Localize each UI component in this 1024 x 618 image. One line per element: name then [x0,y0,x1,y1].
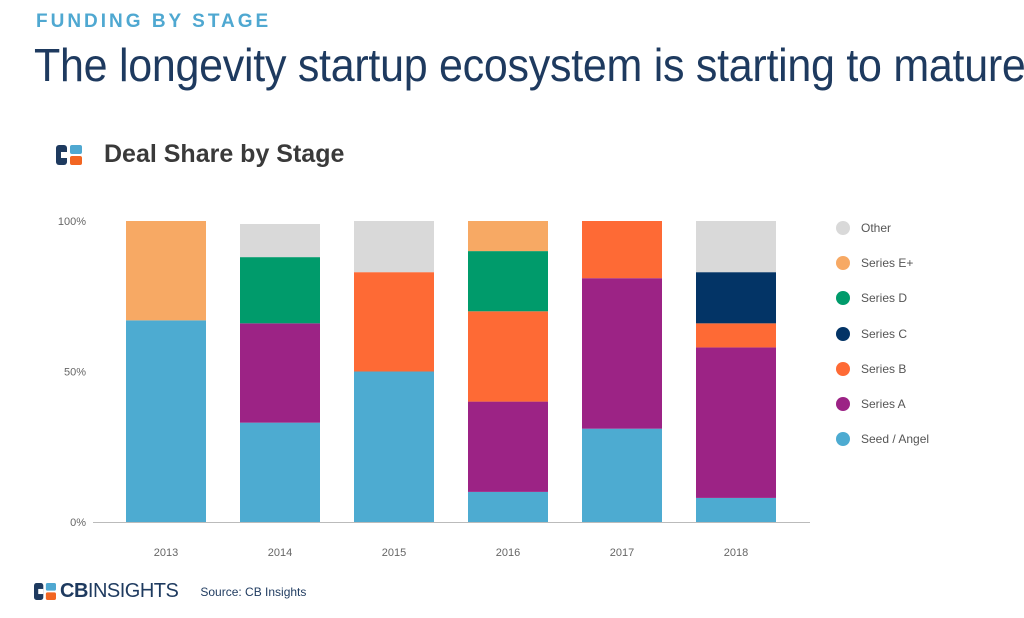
legend-item: Series B [836,351,929,386]
bar-segment-seed-angel-2013 [126,320,206,522]
cb-logo-icon [56,144,82,165]
bar-segment-seed-angel-2016 [468,491,548,522]
legend-swatch [836,220,850,235]
bar-segment-series-e--2016 [468,221,548,252]
y-tick-label: 100% [58,216,86,228]
bar-segment-seed-angel-2018 [696,497,776,522]
legend-swatch [836,361,850,376]
legend-label: Other [861,220,892,235]
bar-segment-seed-angel-2017 [582,428,662,522]
bar-segment-other-2014 [240,224,320,258]
legend-item: Seed / Angel [836,422,929,457]
legend-item: Series E+ [836,245,929,280]
bar-segment-series-d-2014 [240,257,320,324]
legend-label: Series E+ [861,255,914,270]
brand-name: CBINSIGHTS [60,580,179,602]
chart-title: Deal Share by Stage [104,140,345,168]
legend-label: Series B [861,361,907,376]
x-tick-label: 2015 [382,547,406,559]
legend-swatch [836,291,850,306]
bar-segment-series-b-2016 [468,311,548,402]
source-note: Source: CB Insights [200,584,307,599]
y-tick-label: 50% [64,367,86,379]
legend-item: Series D [836,281,929,316]
legend-swatch [836,326,850,341]
bar-segment-series-a-2018 [696,347,776,498]
y-tick-label: 0% [70,517,86,529]
legend-item: Series C [836,316,929,351]
bar-segment-series-a-2017 [582,278,662,429]
bar-segment-series-b-2015 [354,272,434,372]
bar-segment-series-d-2016 [468,251,548,312]
legend-label: Series A [861,397,906,412]
x-tick-label: 2013 [154,547,178,559]
bar-segment-seed-angel-2014 [240,422,320,522]
chart-header: Deal Share by Stage [56,140,344,169]
chart-legend: Other Series E+ Series D Series C Series B Se… [836,210,929,457]
x-tick-label: 2014 [268,547,292,559]
legend-swatch [836,255,850,270]
bar-segment-series-c-2018 [696,272,776,324]
bar-segment-series-b-2017 [582,221,662,279]
legend-label: Series C [861,326,908,341]
legend-label: Series D [861,291,908,306]
legend-swatch [836,397,850,412]
bar-segment-series-a-2014 [240,323,320,423]
bar-segment-other-2015 [354,221,434,273]
footer: CBINSIGHTS Source: CB Insights [34,580,306,603]
x-tick-label: 2016 [496,547,520,559]
stacked-bar-chart: 0% 50% 100% 2013 2014 2015 2016 2017 2018 [58,216,810,559]
x-tick-label: 2018 [724,547,748,559]
legend-label: Seed / Angel [861,432,930,447]
bar-segment-series-b-2018 [696,323,776,348]
bar-segment-other-2018 [696,221,776,273]
bar-segment-series-a-2016 [468,401,548,492]
eyebrow-label: FUNDING BY STAGE [36,11,272,32]
bar-segment-series-e--2013 [126,221,206,321]
page-title: The longevity startup ecosystem is start… [34,39,1024,91]
legend-item: Other [836,210,929,245]
bar-segment-seed-angel-2015 [354,371,434,522]
legend-swatch [836,432,850,447]
cb-insights-logo-icon [34,583,56,600]
x-tick-label: 2017 [610,547,634,559]
legend-item: Series A [836,386,929,421]
